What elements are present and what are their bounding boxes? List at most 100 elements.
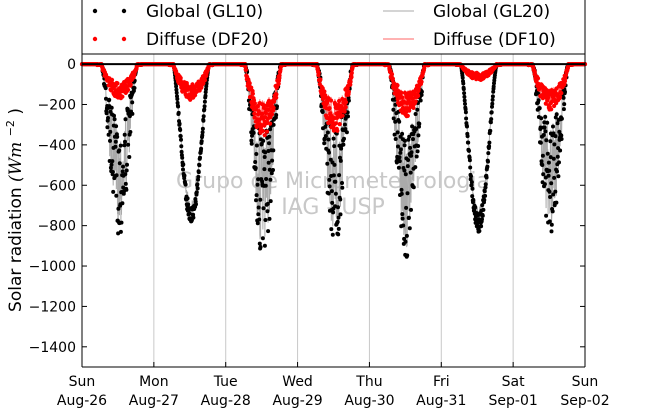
point-diffuse-df20-517 <box>270 112 275 117</box>
point-global-gl10-117 <box>122 132 127 137</box>
point-global-gl10-331 <box>200 130 205 135</box>
point-diffuse-df20-129 <box>126 87 131 92</box>
y-tick-label-4: −800 <box>38 219 76 235</box>
point-global-gl10-1259 <box>548 139 553 144</box>
point-global-gl10-1255 <box>547 168 552 173</box>
point-global-gl10-1118 <box>491 84 496 89</box>
point-global-gl10-1106 <box>488 128 493 133</box>
point-global-gl10-470 <box>256 205 261 210</box>
point-global-gl10-854 <box>399 191 404 196</box>
point-global-gl10-893 <box>411 137 415 142</box>
point-global-gl10-264 <box>181 162 186 167</box>
point-global-gl10-67 <box>108 129 113 134</box>
point-global-gl10-1306 <box>561 107 566 112</box>
point-global-gl10-660 <box>327 184 332 189</box>
point-global-gl10-343 <box>204 87 208 92</box>
point-global-gl10-314 <box>195 186 200 191</box>
y-axis-label: Solar radiation (Wm −2 ) <box>0 108 26 312</box>
point-global-gl10-508 <box>267 216 272 221</box>
point-global-gl10-1310 <box>563 89 567 94</box>
point-global-gl10-1109 <box>489 117 494 122</box>
point-global-gl10-715 <box>343 127 348 131</box>
point-global-gl10-1289 <box>557 160 561 165</box>
point-diffuse-df20-1293 <box>558 94 563 99</box>
x-tick-day-2: Tue <box>213 374 238 390</box>
point-global-gl10-326 <box>199 146 204 151</box>
point-diffuse-df20-450 <box>250 91 255 96</box>
point-global-gl10-121 <box>123 181 128 186</box>
point-global-gl10-103 <box>118 143 123 148</box>
point-global-gl10-875 <box>405 164 410 169</box>
point-global-gl10-1035 <box>467 158 472 163</box>
point-global-gl10-1016 <box>462 94 467 99</box>
x-tick-date-7: Sep-02 <box>560 393 609 409</box>
point-global-gl10-87 <box>114 124 119 129</box>
point-global-gl10-241 <box>174 90 179 95</box>
point-global-gl10-128 <box>125 107 130 112</box>
point-global-gl10-286 <box>187 211 192 216</box>
point-global-gl10-857 <box>400 216 405 221</box>
point-global-gl10-88 <box>114 193 119 198</box>
point-diffuse-df20-839 <box>395 83 400 88</box>
point-global-gl10-1305 <box>561 95 566 100</box>
point-global-gl10-908 <box>415 107 420 112</box>
point-diffuse-df20-716 <box>343 105 348 110</box>
point-global-gl10-91 <box>115 134 120 139</box>
point-global-gl10-240 <box>174 87 179 92</box>
point-global-gl10-334 <box>201 118 206 123</box>
point-global-gl10-503 <box>266 229 271 234</box>
point-global-gl10-872 <box>404 233 409 238</box>
point-global-gl10-1099 <box>486 151 491 156</box>
point-global-gl10-445 <box>249 138 254 143</box>
point-global-gl10-1115 <box>490 94 495 99</box>
point-global-gl10-476 <box>258 197 263 202</box>
point-global-gl10-1234 <box>541 172 546 177</box>
point-global-gl10-874 <box>405 191 410 196</box>
point-global-gl10-447 <box>250 133 254 138</box>
point-global-gl10-668 <box>329 189 334 194</box>
point-diffuse-df20-733 <box>348 79 353 84</box>
point-diffuse-df20-491 <box>262 133 267 138</box>
point-global-gl10-66 <box>108 138 112 143</box>
point-global-gl10-116 <box>122 143 127 148</box>
point-global-gl10-1108 <box>488 120 493 125</box>
point-global-gl10-57 <box>105 125 110 130</box>
point-global-gl10-1284 <box>555 121 560 126</box>
point-diffuse-df20-875 <box>405 113 410 118</box>
point-global-gl10-151 <box>132 86 137 90</box>
point-global-gl10-851 <box>398 147 403 152</box>
point-global-gl10-672 <box>331 210 336 215</box>
point-global-gl10-873 <box>405 253 410 258</box>
point-global-gl10-111 <box>121 164 125 169</box>
point-global-gl10-82 <box>112 117 117 122</box>
point-global-gl10-654 <box>325 130 330 135</box>
point-global-gl10-865 <box>402 138 407 143</box>
legend-label-global-gl10: Global (GL10) <box>146 2 263 22</box>
point-diffuse-df20-489 <box>262 103 267 108</box>
point-global-gl10-1241 <box>543 114 548 119</box>
point-global-gl10-1036 <box>468 165 473 170</box>
point-global-gl10-76 <box>110 170 115 174</box>
point-global-gl10-313 <box>195 182 200 187</box>
point-global-gl10-1022 <box>464 116 469 121</box>
point-global-gl10-666 <box>329 227 334 232</box>
point-diffuse-df20-138 <box>128 82 133 87</box>
point-global-gl10-1068 <box>477 229 482 233</box>
point-global-gl10-95 <box>116 206 121 211</box>
point-global-gl10-1250 <box>545 151 550 156</box>
y-axis-label-exp: −2 <box>4 120 17 136</box>
point-diffuse-df20-543 <box>277 73 282 78</box>
point-global-gl10-517 <box>270 158 275 163</box>
point-diffuse-df20-92 <box>115 81 120 86</box>
point-global-gl10-720 <box>344 130 349 135</box>
point-global-gl10-880 <box>407 134 412 139</box>
point-diffuse-df20-727 <box>346 89 351 94</box>
legend: Global (GL10) Diffuse (DF20) Global (GL2… <box>81 0 586 55</box>
point-global-gl10-1080 <box>480 213 485 218</box>
point-global-gl10-1044 <box>470 186 475 191</box>
y-tick-label-6: −1200 <box>29 299 76 315</box>
point-global-gl10-826 <box>391 116 396 121</box>
y-axis-label-close: ) <box>6 108 26 115</box>
point-global-gl10-724 <box>346 114 350 119</box>
